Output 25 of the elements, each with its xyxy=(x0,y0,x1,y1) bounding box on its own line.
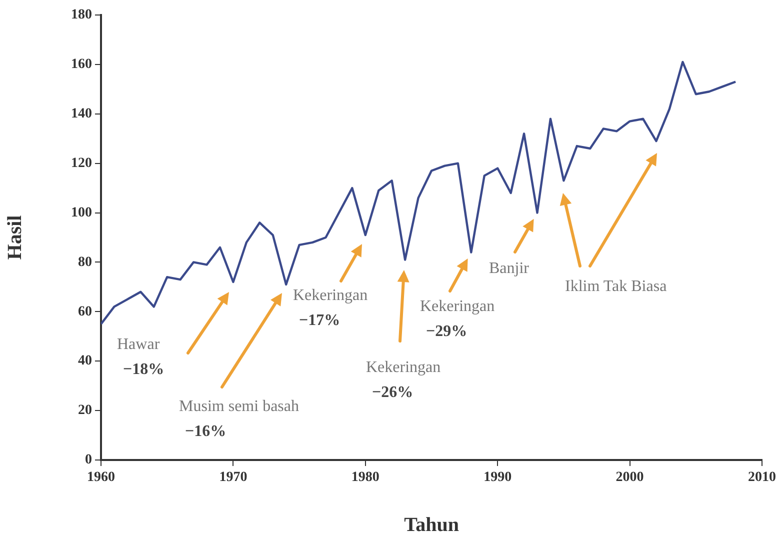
x-tick-label: 2000 xyxy=(616,470,644,486)
x-tick-label: 1990 xyxy=(484,470,512,486)
y-tick-label: 140 xyxy=(71,106,92,122)
annotation: Musim semi basah −16% xyxy=(179,397,299,442)
y-tick-label: 0 xyxy=(85,452,92,468)
y-tick-label: 20 xyxy=(78,403,92,418)
annotation: Kekeringan −17% xyxy=(293,286,368,331)
y-axis-title: Hasil xyxy=(4,214,26,260)
annotation: Hawar −18% xyxy=(117,335,164,380)
x-tick-label: 1980 xyxy=(351,470,380,486)
x-tick-label: 1960 xyxy=(87,470,115,486)
annotation: Kekeringan −29% xyxy=(420,297,495,342)
y-tick-label: 40 xyxy=(78,354,92,369)
y-tick-label: 80 xyxy=(78,254,92,270)
y-tick-label: 120 xyxy=(71,156,92,171)
annotation: Banjir xyxy=(489,259,529,279)
y-tick-label: 180 xyxy=(71,8,92,23)
annotation: Iklim Tak Biasa xyxy=(565,277,667,297)
x-tick-label: 1970 xyxy=(219,470,248,486)
y-tick-label: 60 xyxy=(78,304,92,320)
annotation: Kekeringan −26% xyxy=(366,358,441,403)
x-axis-title: Tahun xyxy=(404,514,459,536)
x-tick-label: 2010 xyxy=(748,470,776,486)
y-tick-label: 100 xyxy=(71,205,92,220)
y-tick-label: 160 xyxy=(71,57,92,72)
